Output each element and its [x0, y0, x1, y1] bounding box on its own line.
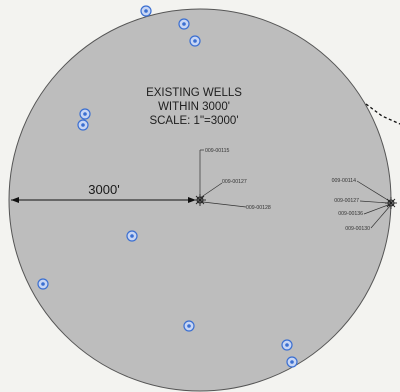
- center-well-site: 009-00115 009-00127 009-00128: [194, 148, 271, 211]
- title-line-1: EXISTING WELLS: [146, 87, 242, 99]
- center-well-label-2: 009-00127: [222, 179, 247, 185]
- well-marker: [140, 5, 152, 17]
- dimension-arrow-left: [11, 197, 19, 203]
- well-marker: [37, 278, 49, 290]
- dashed-leader-line: [365, 103, 400, 125]
- existing-well-markers: [37, 5, 298, 368]
- well-marker: [126, 230, 138, 242]
- title-line-3: SCALE: 1"=3000': [149, 115, 238, 127]
- east-leader-4: [370, 205, 391, 229]
- dimension-arrow-right: [188, 197, 196, 203]
- radius-label: 3000': [88, 182, 119, 197]
- radius-dimension: 3000': [11, 182, 196, 203]
- well-marker: [77, 119, 89, 131]
- well-marker: [79, 108, 91, 120]
- east-leader-3: [363, 204, 389, 215]
- well-marker: [183, 320, 195, 332]
- well-marker: [178, 18, 190, 30]
- center-well-label-1: 009-00115: [205, 148, 230, 154]
- east-leader-2: [359, 200, 389, 204]
- east-leader-1: [356, 180, 392, 203]
- east-well-cluster-symbol: [385, 197, 397, 209]
- well-marker: [189, 35, 201, 47]
- east-well-label-3: 009-00136: [338, 211, 363, 217]
- title-line-2: WITHIN 3000': [158, 101, 230, 113]
- leader-line-2: [199, 182, 223, 199]
- center-well-label-3: 009-00128: [246, 205, 271, 211]
- east-well-label-2: 009-00127: [334, 198, 359, 204]
- well-cluster-symbol: [194, 194, 206, 206]
- well-marker: [281, 339, 293, 351]
- well-marker: [286, 356, 298, 368]
- east-well-label-4: 009-00130: [345, 226, 370, 232]
- east-well-label-1: 009-00114: [332, 178, 357, 184]
- east-well-site: 009-00114 009-00127 009-00136 009-00130: [332, 178, 397, 232]
- leader-line-3: [202, 201, 247, 208]
